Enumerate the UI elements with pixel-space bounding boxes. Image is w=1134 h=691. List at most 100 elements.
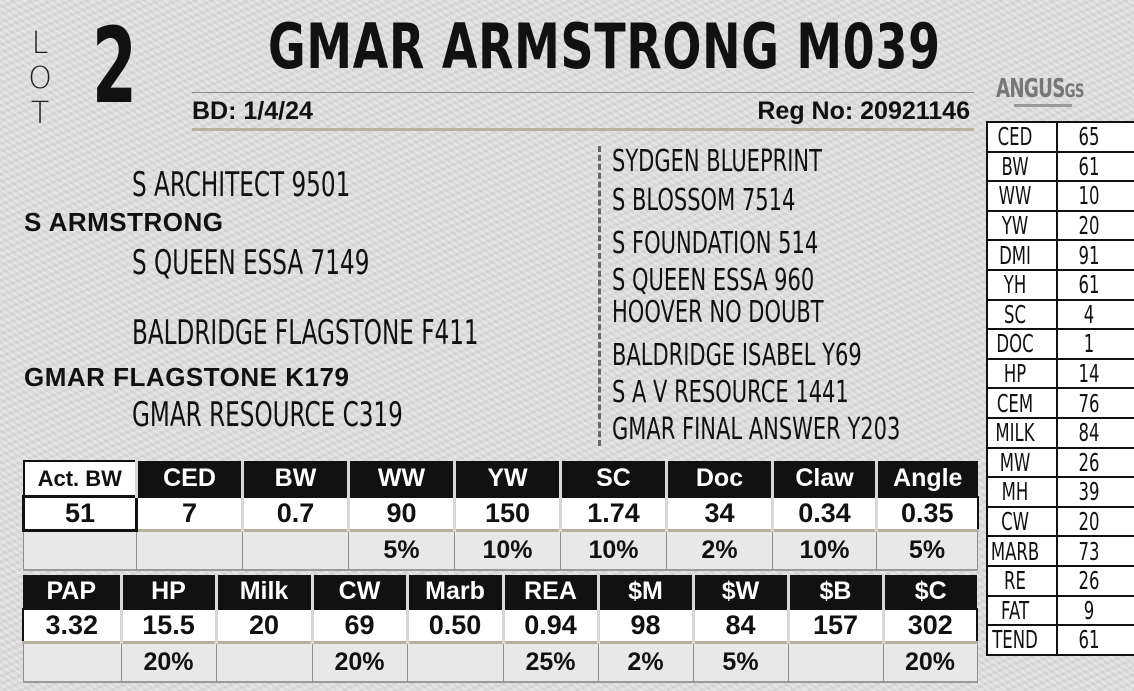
epd-trait-cell: HP (986, 357, 1058, 390)
epd-trait-cell: YH (986, 268, 1058, 301)
value-dollar-m: 98 (596, 608, 693, 644)
header-milk: Milk (214, 575, 312, 609)
value-dollar-c: 302 (881, 608, 978, 644)
percentile-pap (22, 641, 122, 683)
percentile-bw (242, 529, 349, 571)
header-dollar-b: $B (786, 575, 883, 609)
epd-trait-cell: WW (986, 180, 1058, 212)
table-value-row: 3.32 15.5 20 69 0.50 0.94 98 84 157 302 (22, 608, 978, 644)
epd-trait-label: CEM (996, 388, 1034, 418)
epd-percentile-cell: 39 (1056, 476, 1134, 508)
value-angle: 0.35 (875, 495, 979, 532)
epd-table-body: CED 65 BW 61 WW 10 YW 20 DMI 91 YH 61 SC 4 DOC 1 HP 14 CEM… (986, 121, 1134, 656)
percentile-angle: 5% (876, 529, 978, 571)
epd-percentile-value: 10 (1078, 181, 1100, 211)
epd-trait-label: DMI (999, 240, 1031, 270)
header-hp: HP (119, 575, 216, 609)
epd-trait-label: CW (1001, 507, 1029, 537)
logo-text-suffix: GS (1064, 80, 1085, 102)
epd-row-ww: WW 10 (986, 180, 1134, 212)
carcass-index-table: PAP HP Milk CW Marb REA $M $W $B $C 3.32 15.5 20 69 0… (22, 575, 978, 683)
epd-row-yw: YW 20 (986, 209, 1134, 242)
header-dollar-c: $C (881, 575, 977, 609)
value-dollar-b: 157 (786, 608, 883, 644)
epd-trait-cell: DMI (986, 239, 1058, 271)
value-hp: 15.5 (119, 608, 216, 644)
epd-percentile-value: 84 (1078, 418, 1100, 448)
epd-trait-label: FAT (1000, 595, 1030, 625)
logo-text-main: ANGUS (996, 74, 1065, 104)
header-dollar-w: $W (691, 575, 788, 609)
value-pap: 3.32 (22, 608, 121, 644)
registration-value: 20921146 (860, 97, 970, 125)
epd-percentile-cell: 61 (1056, 150, 1134, 183)
birth-date-value: 1/4/24 (243, 97, 313, 125)
pedigree-great-grandparent: GMAR FINAL ANSWER Y203 (612, 412, 901, 447)
value-yw: 150 (453, 495, 561, 532)
pedigree-divider (598, 146, 601, 446)
percentile-marb (406, 641, 504, 683)
epd-trait-cell: MILK (986, 416, 1058, 449)
epd-trait-label: HP (1003, 359, 1027, 389)
pedigree-great-grandparent: S A V RESOURCE 1441 (612, 375, 849, 410)
epd-row-cem: CEM 76 (986, 387, 1134, 419)
epd-percentile-cell: 9 (1056, 594, 1134, 627)
header-marb: Marb (405, 575, 503, 609)
epd-row-ced: CED 65 (986, 121, 1134, 153)
epd-trait-cell: MH (986, 476, 1058, 508)
epd-row-re: RE 26 (986, 564, 1134, 597)
epd-trait-label: MH (1001, 477, 1029, 507)
epd-row-yh: YH 61 (986, 268, 1134, 301)
epd-trait-label: YH (1003, 270, 1027, 300)
epd-percentile-cell: 20 (1056, 505, 1134, 538)
lot-label: L O T (28, 26, 52, 131)
epd-percentile-cell: 76 (1056, 387, 1134, 419)
epd-trait-cell: CED (986, 121, 1058, 153)
epd-trait-cell: RE (986, 564, 1058, 597)
value-claw: 0.34 (771, 495, 877, 532)
epd-percentile-value: 26 (1078, 566, 1100, 596)
percentile-act-bw (23, 529, 137, 571)
epd-trait-cell: CW (986, 505, 1058, 538)
epd-percentile-cell: 20 (1056, 209, 1134, 242)
angus-gs-logo: ANGUSGS (996, 74, 1106, 114)
epd-trait-label: SC (1003, 299, 1026, 329)
epd-trait-cell: MARB (986, 535, 1058, 567)
value-act-bw: 51 (22, 495, 138, 532)
epd-trait-cell: DOC (986, 328, 1058, 360)
epd-percentile-value: 20 (1078, 507, 1100, 537)
epd-percentile-cell: 26 (1056, 446, 1134, 479)
epd-percentile-cell: 14 (1056, 357, 1134, 390)
header-angle: Angle (875, 461, 978, 497)
epd-row-cw: CW 20 (986, 505, 1134, 538)
epd-row-bw: BW 61 (986, 150, 1134, 183)
epd-row-hp: HP 14 (986, 357, 1134, 390)
header-sc: SC (559, 461, 667, 497)
value-dollar-w: 84 (691, 608, 788, 644)
pedigree-sire-dam: S QUEEN ESSA 7149 (132, 243, 370, 283)
header-ww: WW (347, 461, 455, 497)
birth-date-label: BD: (192, 97, 237, 125)
header-underline (192, 128, 974, 131)
epd-trait-label: MILK (995, 418, 1035, 448)
table-header-row: Act. BW CED BW WW YW SC Doc Claw Angle (22, 460, 978, 498)
epd-percentile-table: CED 65 BW 61 WW 10 YW 20 DMI 91 YH 61 SC 4 DOC 1 HP 14 CEM… (986, 121, 1134, 656)
value-sc: 1.74 (559, 495, 667, 532)
epd-trait-cell: FAT (986, 594, 1058, 627)
epd-trait-cell: CEM (986, 387, 1058, 419)
epd-trait-label: TEND (992, 625, 1038, 655)
percentile-dollar-c: 20% (882, 641, 978, 683)
epd-trait-label: BW (1001, 151, 1029, 181)
epd-percentile-value: 61 (1078, 270, 1100, 300)
percentile-dollar-m: 2% (597, 641, 694, 683)
epd-percentile-cell: 61 (1056, 268, 1134, 301)
performance-epd-table: Act. BW CED BW WW YW SC Doc Claw Angle 51 7 0.7 90 1… (22, 460, 979, 571)
registration-label: Reg No: (757, 97, 854, 125)
lot-letter: O (28, 61, 52, 96)
percentile-claw: 10% (772, 529, 877, 571)
epd-percentile-value: 61 (1078, 151, 1100, 181)
percentile-milk (215, 641, 313, 683)
epd-percentile-cell: 84 (1056, 416, 1134, 449)
value-ww: 90 (347, 495, 455, 532)
epd-percentile-value: 14 (1078, 359, 1100, 389)
